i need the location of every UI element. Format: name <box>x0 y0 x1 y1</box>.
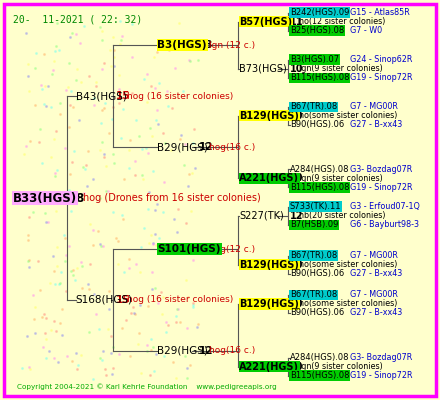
Text: G7 - W0: G7 - W0 <box>350 26 382 35</box>
Text: hb(20 sister colonies): hb(20 sister colonies) <box>299 211 386 220</box>
Text: hog (Drones from 16 sister colonies): hog (Drones from 16 sister colonies) <box>83 193 260 203</box>
Text: B90(HGS).06: B90(HGS).06 <box>290 120 344 129</box>
Text: 10: 10 <box>290 299 303 309</box>
Text: G19 - Sinop72R: G19 - Sinop72R <box>350 73 413 82</box>
Text: B115(HGS).08: B115(HGS).08 <box>290 183 349 192</box>
Text: B90(HGS).06: B90(HGS).06 <box>290 269 344 278</box>
Text: S101(HGS): S101(HGS) <box>158 244 221 254</box>
Text: B25(HGS).08: B25(HGS).08 <box>290 26 344 35</box>
Text: B242(HGS).09: B242(HGS).09 <box>290 8 349 17</box>
Text: G7 - MG00R: G7 - MG00R <box>350 251 398 260</box>
Text: A284(HGS).08: A284(HGS).08 <box>290 165 349 174</box>
Text: S168(HGS): S168(HGS) <box>76 295 132 305</box>
Text: ho(some sister colonies): ho(some sister colonies) <box>299 111 398 120</box>
Text: A221(HGS): A221(HGS) <box>239 362 299 372</box>
Text: B115(HGS).08: B115(HGS).08 <box>290 371 349 380</box>
Text: 12: 12 <box>198 346 213 356</box>
Text: B129(HGS): B129(HGS) <box>239 299 299 309</box>
Text: G27 - B-xx43: G27 - B-xx43 <box>350 308 403 317</box>
Text: 13: 13 <box>198 40 213 50</box>
Text: B67(TR).08: B67(TR).08 <box>290 251 337 260</box>
Text: lgn(9 sister colonies): lgn(9 sister colonies) <box>299 362 383 371</box>
Text: B73(HGS): B73(HGS) <box>239 64 287 74</box>
Text: hog (16 sister colonies): hog (16 sister colonies) <box>127 296 233 304</box>
Text: 13: 13 <box>198 244 213 254</box>
Text: G15 - Atlas85R: G15 - Atlas85R <box>350 8 410 17</box>
Text: Copyright 2004-2021 © Karl Kehrle Foundation    www.pedigreeapis.org: Copyright 2004-2021 © Karl Kehrle Founda… <box>17 384 277 390</box>
Text: lgn(9 sister colonies): lgn(9 sister colonies) <box>299 174 383 183</box>
Text: G3 - Erfoud07-1Q: G3 - Erfoud07-1Q <box>350 202 420 211</box>
Text: S733(TK).11: S733(TK).11 <box>290 202 341 211</box>
Text: B29(HGS): B29(HGS) <box>158 142 209 152</box>
Text: S227(TK): S227(TK) <box>239 211 284 221</box>
Text: 20-  11-2021 ( 22: 32): 20- 11-2021 ( 22: 32) <box>13 15 142 25</box>
Text: 10: 10 <box>290 362 303 372</box>
Text: 11: 11 <box>290 17 303 27</box>
Text: G24 - Sinop62R: G24 - Sinop62R <box>350 55 413 64</box>
Text: ho(some sister colonies): ho(some sister colonies) <box>299 260 398 269</box>
Text: G19 - Sinop72R: G19 - Sinop72R <box>350 371 413 380</box>
Text: B115(HGS).08: B115(HGS).08 <box>290 73 349 82</box>
Text: 10: 10 <box>290 64 303 74</box>
Text: B3(HGS).07: B3(HGS).07 <box>290 55 339 64</box>
Text: G7 - MG00R: G7 - MG00R <box>350 290 398 299</box>
Text: ho(some sister colonies): ho(some sister colonies) <box>299 299 398 308</box>
Text: ho(12 sister colonies): ho(12 sister colonies) <box>299 17 386 26</box>
Text: G27 - B-xx43: G27 - B-xx43 <box>350 120 403 129</box>
Text: B57(HGS): B57(HGS) <box>239 17 293 27</box>
Text: A221(HGS): A221(HGS) <box>239 174 299 184</box>
Text: G3- Bozdag07R: G3- Bozdag07R <box>350 165 412 174</box>
Text: G19 - Sinop72R: G19 - Sinop72R <box>350 183 413 192</box>
Text: hog(16 c.): hog(16 c.) <box>209 346 255 356</box>
Text: B43(HGS): B43(HGS) <box>76 91 126 101</box>
Text: 15: 15 <box>116 295 130 305</box>
Text: 12: 12 <box>198 142 213 152</box>
Text: lgn (12 c.): lgn (12 c.) <box>209 41 255 50</box>
Text: G27 - B-xx43: G27 - B-xx43 <box>350 269 403 278</box>
Text: B29(HGS): B29(HGS) <box>158 346 209 356</box>
Text: B3(HGS): B3(HGS) <box>158 40 207 50</box>
Text: B67(TR).08: B67(TR).08 <box>290 102 337 111</box>
Text: 10: 10 <box>290 174 303 184</box>
Text: 15: 15 <box>116 91 130 101</box>
Text: B67(TR).08: B67(TR).08 <box>290 290 337 299</box>
Text: G6 - Bayburt98-3: G6 - Bayburt98-3 <box>350 220 419 229</box>
Text: A284(HGS).08: A284(HGS).08 <box>290 353 349 362</box>
Text: 12: 12 <box>290 211 303 221</box>
Text: B90(HGS).06: B90(HGS).06 <box>290 308 344 317</box>
Text: hog(16 c.): hog(16 c.) <box>209 142 255 152</box>
Text: lgn(9 sister colonies): lgn(9 sister colonies) <box>299 64 383 73</box>
Text: B7(HSB).09: B7(HSB).09 <box>290 220 338 229</box>
Text: 10: 10 <box>290 260 303 270</box>
Text: G7 - MG00R: G7 - MG00R <box>350 102 398 111</box>
Text: 18: 18 <box>68 192 84 204</box>
Text: G3- Bozdag07R: G3- Bozdag07R <box>350 353 412 362</box>
Text: B129(HGS): B129(HGS) <box>239 111 299 121</box>
Text: B129(HGS): B129(HGS) <box>239 260 299 270</box>
Text: hog(12 c.): hog(12 c.) <box>209 244 255 254</box>
Text: hog (16 sister colonies): hog (16 sister colonies) <box>127 92 233 101</box>
Text: B33(HGS): B33(HGS) <box>13 192 77 204</box>
Text: 10: 10 <box>290 111 303 121</box>
